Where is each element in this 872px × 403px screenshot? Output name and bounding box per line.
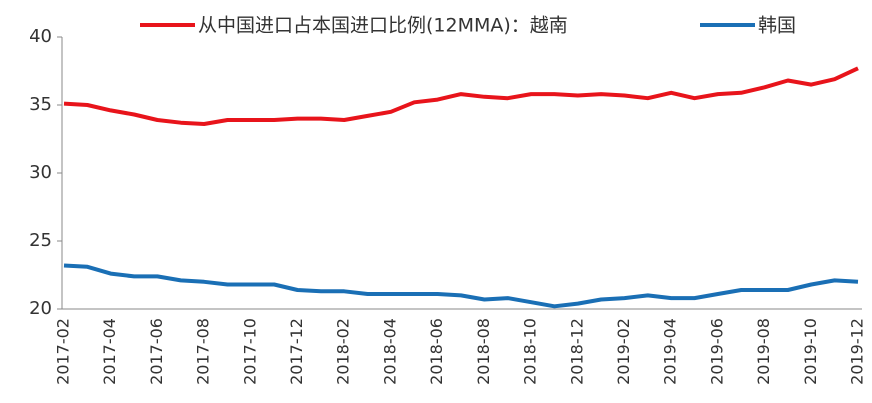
x-tick-label: 2018-02 <box>334 318 353 385</box>
x-tick-label: 2018-12 <box>567 318 586 385</box>
x-tick-label: 2018-06 <box>427 318 446 385</box>
x-tick-label: 2017-02 <box>54 318 73 385</box>
y-tick-label: 25 <box>29 230 52 251</box>
series-line <box>63 263 859 309</box>
y-tick-label: 35 <box>29 94 52 115</box>
x-tick-label: 2018-08 <box>474 318 493 385</box>
x-tick-label: 2017-10 <box>240 318 259 385</box>
y-tick-label: 20 <box>29 298 52 319</box>
legend-label: 从中国进口占本国进口比例(12MMA)：越南 <box>198 15 568 37</box>
x-tick-label: 2019-04 <box>661 318 680 385</box>
x-tick-label: 2017-06 <box>147 318 166 385</box>
x-tick-label: 2018-04 <box>380 318 399 385</box>
x-tick-label: 2017-08 <box>194 318 213 385</box>
x-tick-label: 2017-04 <box>100 318 119 385</box>
legend-label: 韩国 <box>758 15 796 37</box>
y-tick-label: 30 <box>29 162 52 183</box>
x-tick-label: 2019-06 <box>707 318 726 385</box>
series-line <box>63 66 859 126</box>
x-tick-label: 2019-02 <box>614 318 633 385</box>
x-tick-label: 2019-08 <box>754 318 773 385</box>
x-tick-label: 2017-12 <box>287 318 306 385</box>
x-tick-label: 2019-10 <box>801 318 820 385</box>
x-tick-label: 2019-12 <box>848 318 867 385</box>
y-tick-label: 40 <box>29 26 52 47</box>
x-tick-label: 2018-10 <box>521 318 540 385</box>
